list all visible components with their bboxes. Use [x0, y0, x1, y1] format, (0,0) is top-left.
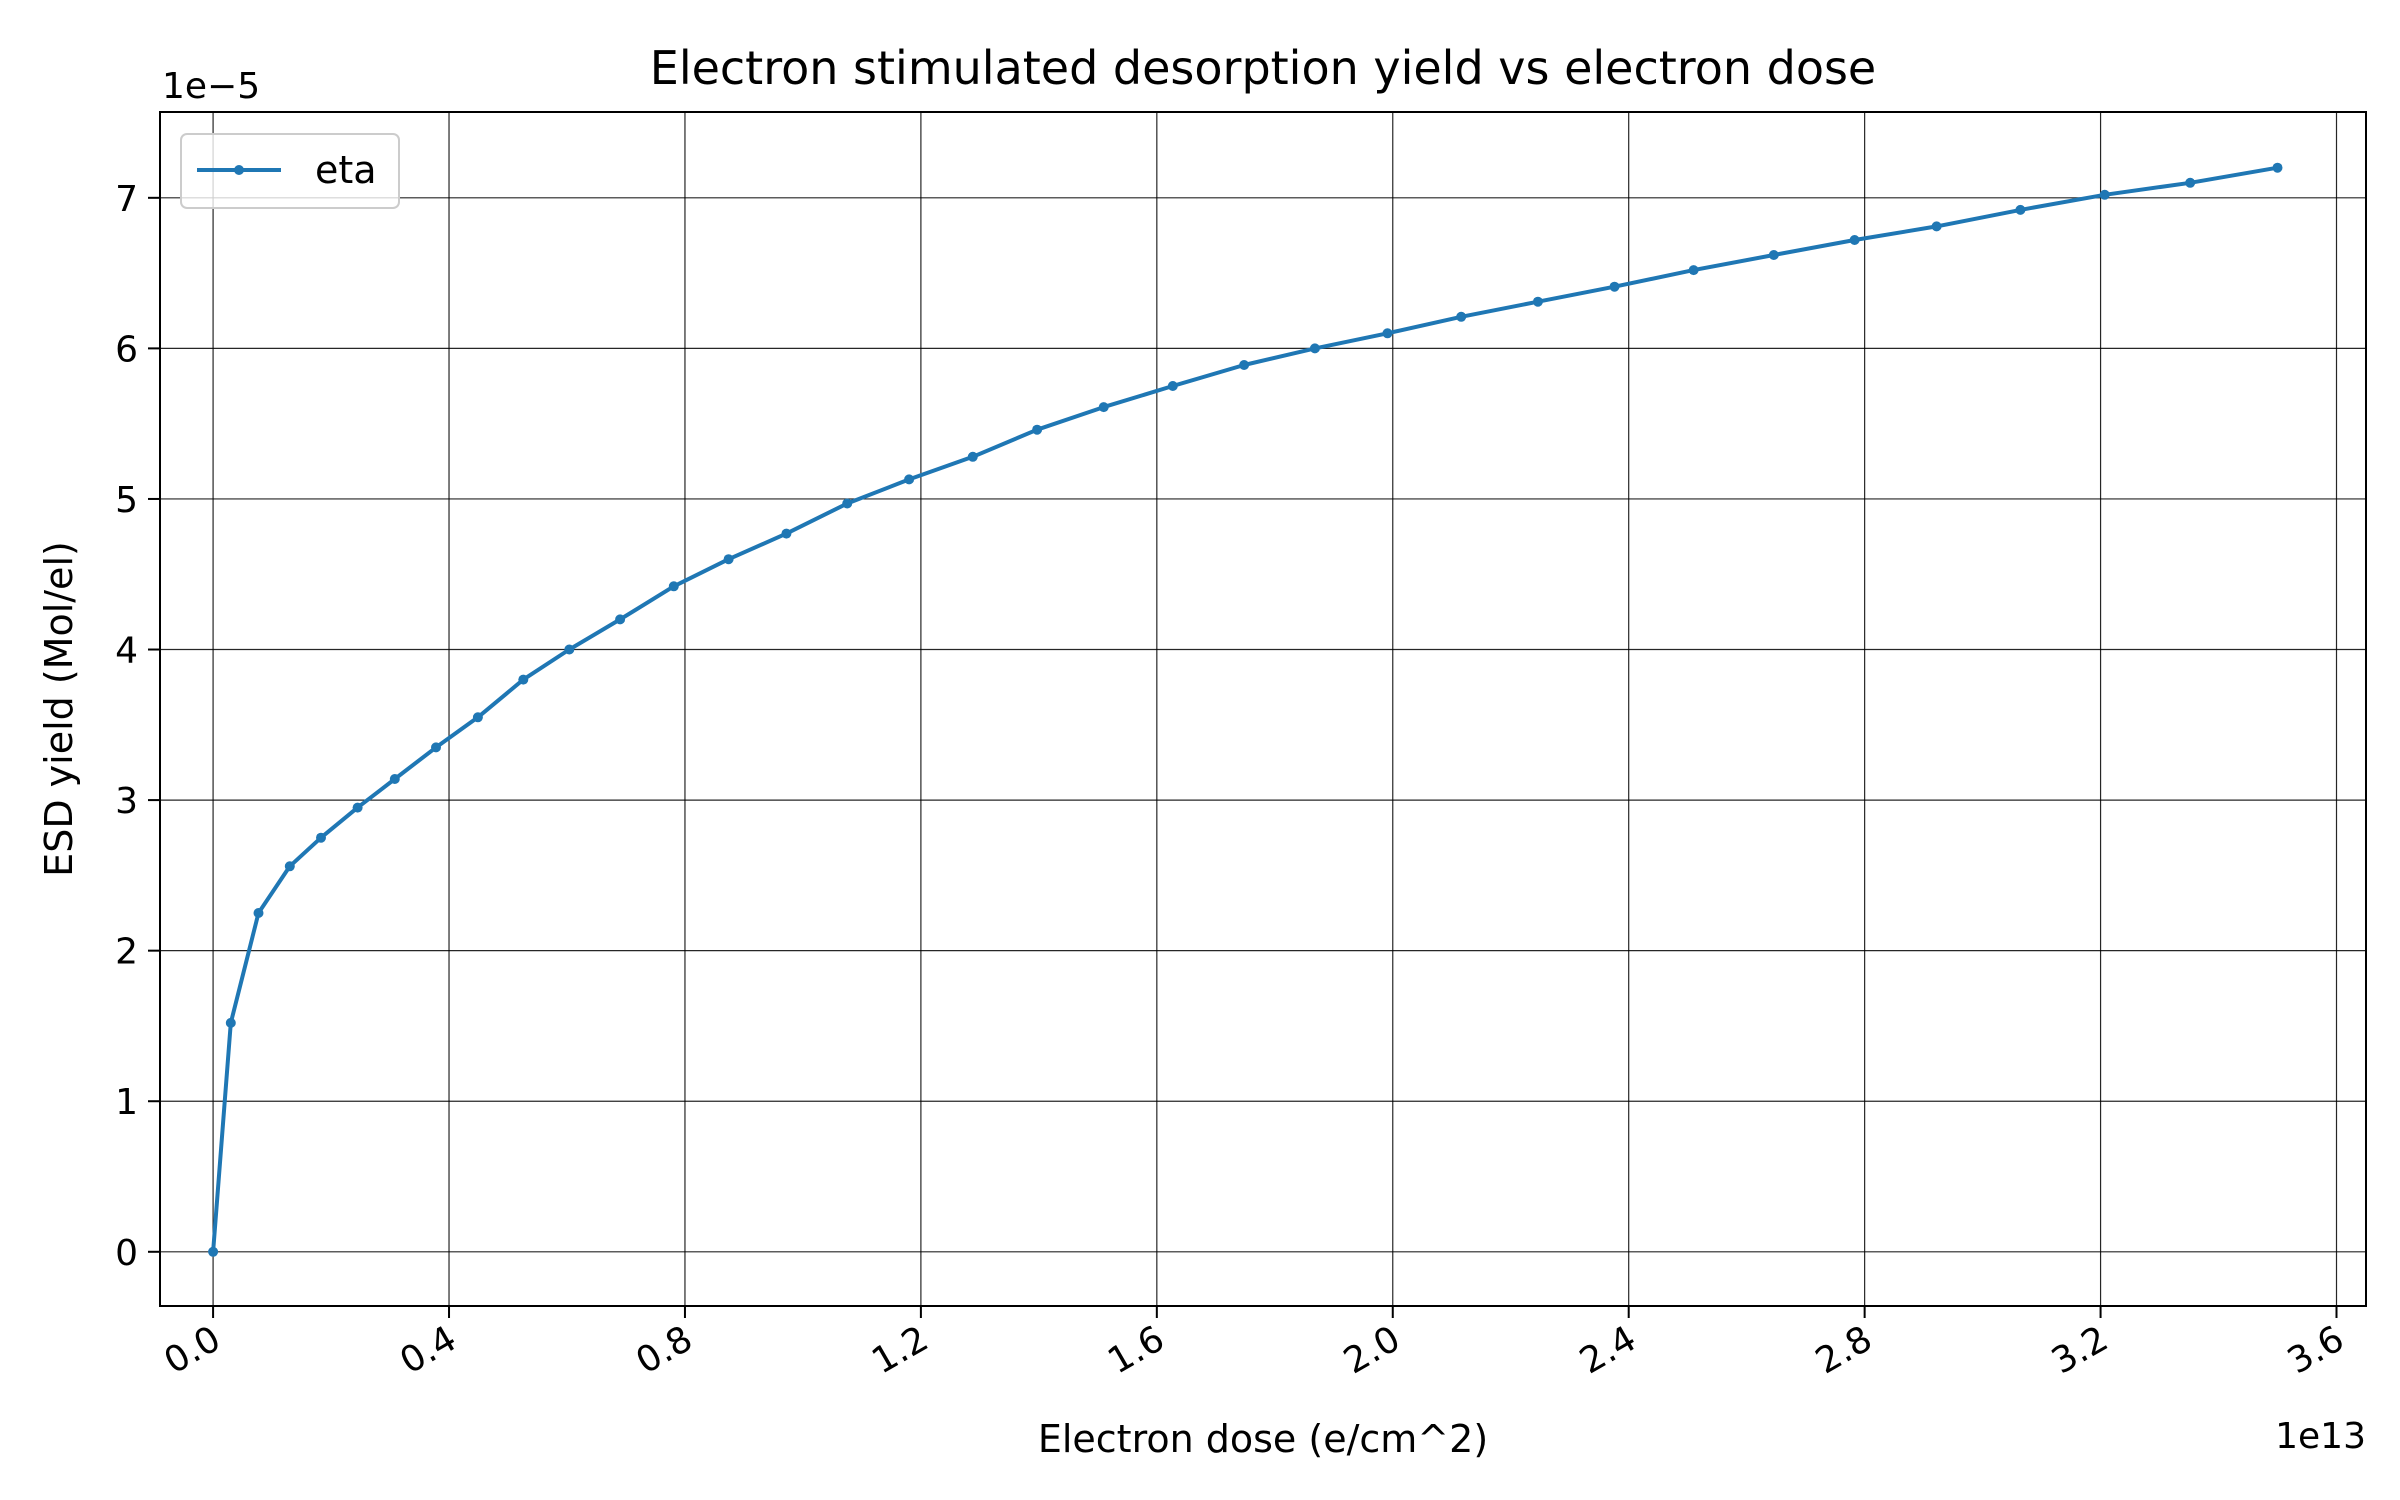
data-point	[472, 712, 483, 723]
data-point	[842, 498, 853, 509]
data-point	[2272, 162, 2283, 173]
data-point	[2099, 189, 2110, 200]
data-point	[564, 644, 575, 655]
series-layer	[208, 162, 2283, 1257]
y-offset-label: 1e−5	[162, 66, 260, 107]
data-point	[2185, 177, 2196, 188]
data-point	[723, 554, 734, 565]
data-point	[1456, 311, 1467, 322]
chart-title: Electron stimulated desorption yield vs …	[650, 41, 1876, 95]
data-point	[904, 474, 915, 485]
data-point	[1098, 402, 1109, 413]
y-tick-label: 0	[115, 1233, 138, 1274]
data-point	[253, 908, 264, 918]
data-point	[389, 774, 400, 784]
data-point	[1931, 221, 1942, 232]
plot-area	[160, 112, 2366, 1306]
data-point	[1382, 328, 1393, 339]
legend: eta	[180, 133, 400, 209]
data-point	[1688, 265, 1699, 276]
y-tick-label: 2	[115, 932, 138, 973]
x-axis-label: Electron dose (e/cm^2)	[1038, 1417, 1488, 1461]
data-point	[967, 451, 978, 462]
data-point	[284, 861, 295, 872]
grid-lines	[160, 112, 2366, 1306]
legend-label-eta: eta	[315, 148, 377, 192]
data-point	[208, 1246, 219, 1257]
data-point	[225, 1017, 236, 1028]
data-point	[1532, 296, 1543, 307]
data-point	[431, 742, 441, 753]
y-tick-label: 1	[115, 1082, 138, 1123]
legend-marker-eta	[234, 165, 244, 175]
y-tick-label: 3	[115, 781, 138, 822]
y-axis-label: ESD yield (Mol/el)	[37, 541, 81, 877]
y-tick-label: 5	[115, 480, 138, 521]
data-point	[668, 581, 679, 592]
data-point	[352, 802, 363, 813]
legend-box	[180, 133, 400, 209]
y-tick-label: 7	[115, 179, 138, 220]
x-offset-label: 1e13	[2275, 1416, 2366, 1457]
y-tick-label: 6	[115, 329, 138, 370]
data-point	[1849, 235, 1860, 245]
plot-frame	[159, 111, 2367, 1307]
data-point	[1167, 381, 1178, 391]
data-point	[1032, 424, 1043, 435]
data-point	[1609, 281, 1620, 292]
y-tick-label: 4	[115, 631, 138, 672]
data-point	[316, 832, 326, 843]
data-point	[615, 614, 626, 625]
data-point	[781, 528, 792, 539]
data-point	[1239, 360, 1250, 370]
data-point	[2015, 204, 2026, 215]
data-point	[518, 674, 529, 685]
y-axis: 0 1 2 3 4 5 6 7	[115, 179, 160, 1274]
data-point	[1768, 250, 1779, 260]
data-point	[1309, 343, 1320, 354]
